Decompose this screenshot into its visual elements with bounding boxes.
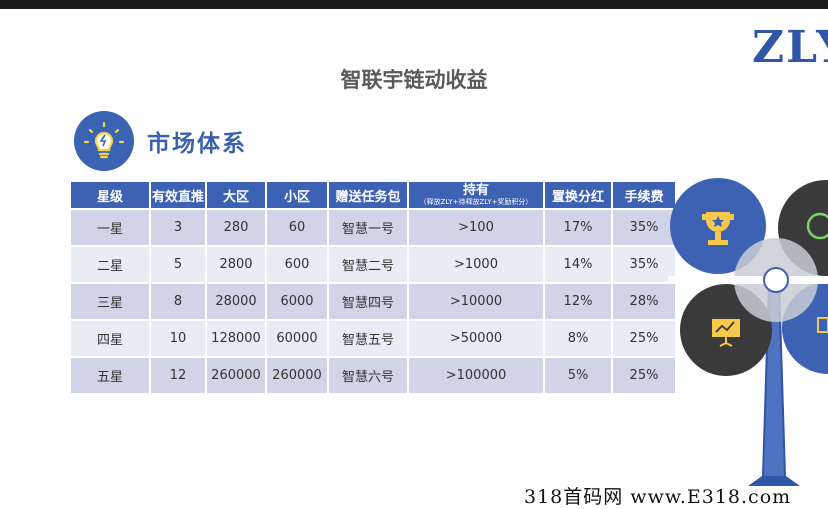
table-cell: 12% bbox=[543, 282, 613, 321]
column-header: 有效直推 bbox=[149, 180, 207, 210]
lightbulb-icon bbox=[83, 121, 125, 159]
table-cell: >100000 bbox=[407, 356, 545, 395]
holding-label: 持有 bbox=[462, 183, 489, 198]
table-cell: 2800 bbox=[205, 245, 267, 284]
cross-band-h bbox=[668, 276, 828, 284]
center-node bbox=[763, 267, 789, 293]
table-cell: 280 bbox=[205, 208, 267, 247]
table-cell: 12 bbox=[149, 356, 207, 395]
column-header: 置换分红 bbox=[543, 180, 613, 210]
column-header-holding: 持有 （释放ZLY+待释放ZLY+奖励积分） bbox=[407, 180, 545, 210]
table-row: 一星 3 280 60 智慧一号 >100 17% 35% bbox=[69, 208, 677, 247]
table-cell: 10 bbox=[149, 319, 207, 358]
table-cell: 3 bbox=[149, 208, 207, 247]
brand-logo: ZLY bbox=[752, 22, 828, 73]
table-row: 五星 12 260000 260000 智慧六号 >100000 5% 25% bbox=[69, 356, 677, 395]
table-cell: 8 bbox=[149, 282, 207, 321]
holding-sublabel: （释放ZLY+待释放ZLY+奖励积分） bbox=[419, 198, 533, 206]
column-header: 大区 bbox=[205, 180, 267, 210]
table-cell: >10000 bbox=[407, 282, 545, 321]
table-cell: 二星 bbox=[69, 245, 151, 284]
table-cell: 600 bbox=[265, 245, 329, 284]
section-icon-badge bbox=[74, 111, 134, 171]
table-cell: 17% bbox=[543, 208, 613, 247]
watermark-text: 318首码网 www.E318.com bbox=[524, 486, 792, 508]
table-cell: 6000 bbox=[265, 282, 329, 321]
table-cell: 60 bbox=[265, 208, 329, 247]
decorative-graphic bbox=[668, 178, 828, 486]
table-cell: 35% bbox=[611, 208, 677, 247]
table-cell: 25% bbox=[611, 356, 677, 395]
table-cell: >1000 bbox=[407, 245, 545, 284]
section-title: 市场体系 bbox=[147, 131, 247, 157]
table-cell: 三星 bbox=[69, 282, 151, 321]
table-row: 四星 10 128000 60000 智慧五号 >50000 8% 25% bbox=[69, 319, 677, 358]
table-cell: 5 bbox=[149, 245, 207, 284]
table-cell: 260000 bbox=[205, 356, 267, 395]
table-cell: 60000 bbox=[265, 319, 329, 358]
table-cell: 28000 bbox=[205, 282, 267, 321]
column-header: 手续费 bbox=[611, 180, 677, 210]
trophy-icon bbox=[702, 212, 734, 245]
column-header: 星级 bbox=[69, 180, 151, 210]
table-cell: 25% bbox=[611, 319, 677, 358]
table-row: 三星 8 28000 6000 智慧四号 >10000 12% 28% bbox=[69, 282, 677, 321]
market-table: 星级 有效直推 大区 小区 赠送任务包 持有 （释放ZLY+待释放ZLY+奖励积… bbox=[69, 180, 677, 395]
chart-icon bbox=[817, 317, 828, 333]
table-cell: 260000 bbox=[265, 356, 329, 395]
page-title: 智联宇链动收益 bbox=[340, 68, 488, 92]
table-cell: 28% bbox=[611, 282, 677, 321]
table-row: 二星 5 2800 600 智慧二号 >1000 14% 35% bbox=[69, 245, 677, 284]
table-cell: 五星 bbox=[69, 356, 151, 395]
table-cell: 智慧二号 bbox=[327, 245, 409, 284]
table-cell: 14% bbox=[543, 245, 613, 284]
table-cell: 智慧四号 bbox=[327, 282, 409, 321]
table-cell: 35% bbox=[611, 245, 677, 284]
table-cell: 智慧一号 bbox=[327, 208, 409, 247]
column-header: 赠送任务包 bbox=[327, 180, 409, 210]
presentation-icon bbox=[712, 319, 740, 347]
top-bar bbox=[0, 0, 828, 9]
clock-icon bbox=[806, 212, 828, 240]
table-cell: 一星 bbox=[69, 208, 151, 247]
table-cell: >100 bbox=[407, 208, 545, 247]
table-cell: 智慧六号 bbox=[327, 356, 409, 395]
table-cell: >50000 bbox=[407, 319, 545, 358]
column-header: 小区 bbox=[265, 180, 329, 210]
table-cell: 四星 bbox=[69, 319, 151, 358]
table-cell: 5% bbox=[543, 356, 613, 395]
table-cell: 8% bbox=[543, 319, 613, 358]
table-cell: 128000 bbox=[205, 319, 267, 358]
table-cell: 智慧五号 bbox=[327, 319, 409, 358]
